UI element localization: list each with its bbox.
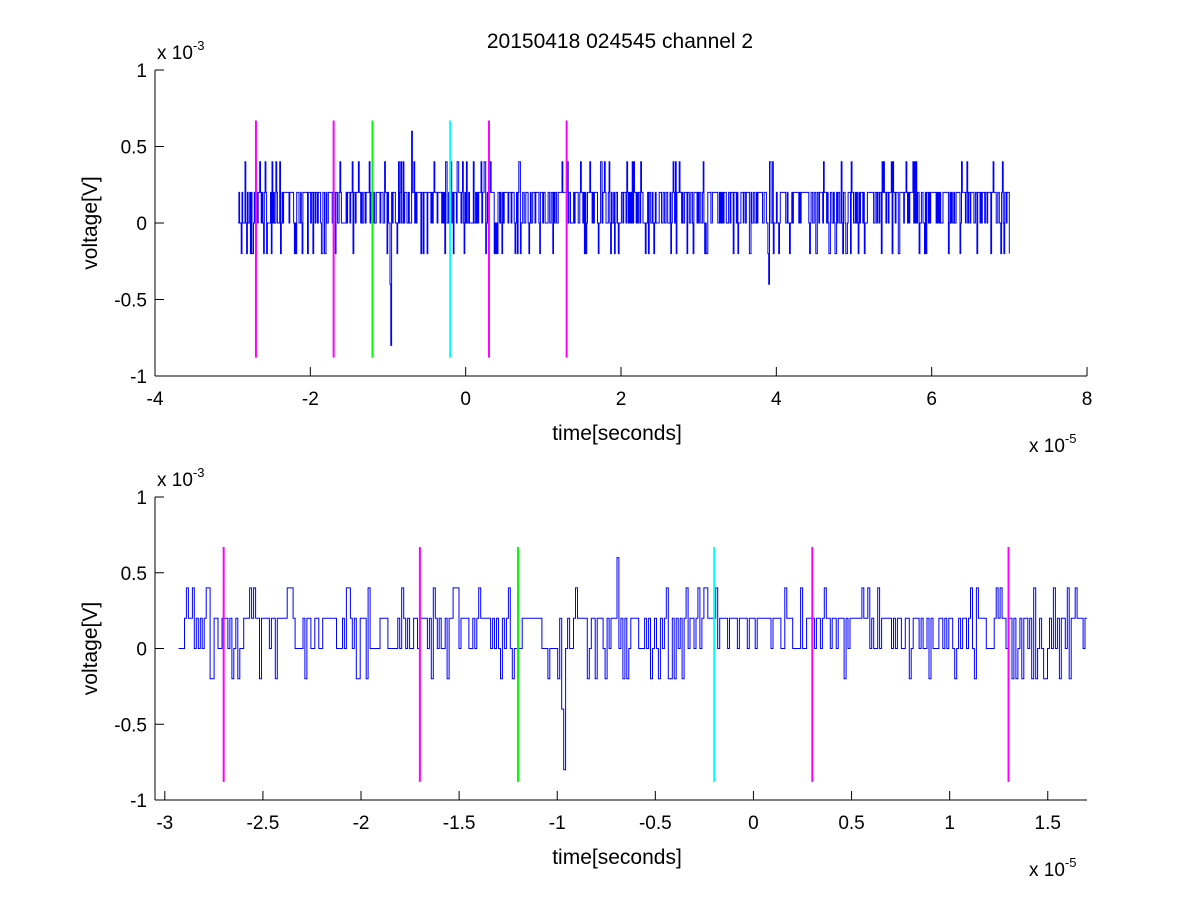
x-tick-label: 6	[926, 389, 937, 410]
y-tick-label: 1	[136, 488, 147, 509]
y-multiplier: x 10-3	[157, 465, 204, 491]
x-tick-label: 4	[771, 389, 782, 410]
x-tick-label: 0	[748, 813, 759, 834]
x-tick-label: -1.5	[443, 813, 476, 834]
signal-trace	[238, 130, 1010, 346]
y-axis-label: voltage[V]	[79, 176, 102, 269]
x-tick-label: 1	[944, 813, 955, 834]
x-axis-label: time[seconds]	[552, 846, 682, 869]
x-tick-label: -0.5	[639, 813, 672, 834]
x-tick-label: 2	[616, 389, 627, 410]
figure-title: 20150418 024545 channel 2	[487, 30, 753, 53]
x-tick-label: 0.5	[838, 813, 864, 834]
x-tick-label: -4	[147, 389, 164, 410]
x-tick-label: -1	[549, 813, 566, 834]
x-tick-label: 1.5	[1035, 813, 1061, 834]
bottom-plot: -3 -2.5 -2 -1.5 -1 -0.5 0 0.5 1 1.5 -1 -0.5 0 0.5 1 x 1…	[79, 465, 1087, 881]
y-tick-label: -1	[130, 367, 147, 388]
y-tick-label: 1	[136, 61, 147, 82]
y-axis-label: voltage[V]	[79, 602, 102, 695]
x-tick-label: -2	[302, 389, 319, 410]
y-tick-label: -0.5	[114, 715, 147, 736]
x-axis-label: time[seconds]	[552, 422, 682, 445]
signal-trace	[178, 557, 1087, 771]
y-tick-label: 0	[136, 640, 147, 661]
x-tick-label: -2	[353, 813, 370, 834]
x-multiplier: x 10-5	[1029, 431, 1076, 457]
top-plot: -4 -2 0 2 4 6 8 -1 -0.5 0 0.5 1 x 10-3 x 10-5 time[sec…	[79, 38, 1092, 457]
x-tick-label: -3	[156, 813, 173, 834]
y-tick-label: 0.5	[121, 564, 147, 585]
x-tick-label: 8	[1082, 389, 1093, 410]
x-tick-label: -2.5	[247, 813, 280, 834]
y-multiplier: x 10-3	[157, 38, 204, 64]
y-tick-label: -0.5	[114, 291, 147, 312]
y-tick-label: -1	[130, 791, 147, 812]
x-multiplier: x 10-5	[1029, 855, 1076, 881]
y-tick-label: 0.5	[121, 138, 147, 159]
y-tick-label: 0	[136, 214, 147, 235]
x-tick-label: 0	[460, 389, 471, 410]
